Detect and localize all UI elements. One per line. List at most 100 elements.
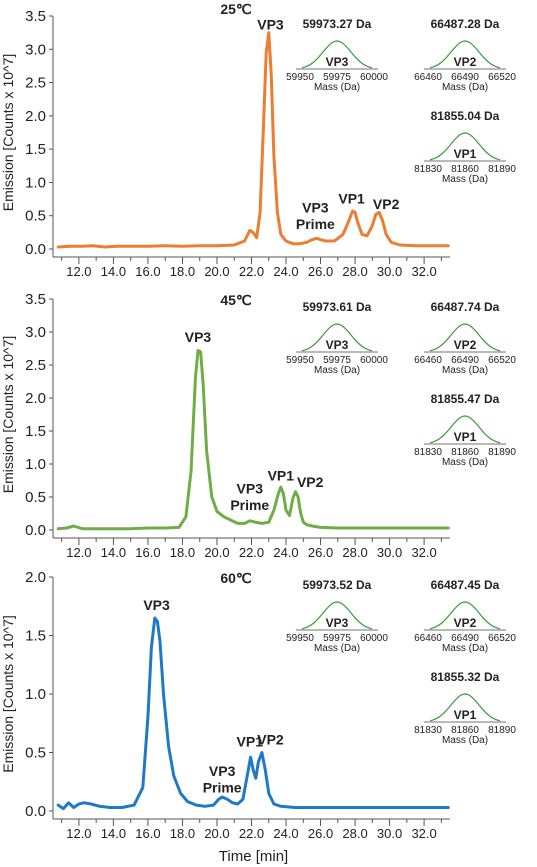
inset-tick-label: 60000 bbox=[360, 633, 388, 644]
panel-title: 60℃ bbox=[220, 570, 252, 586]
inset-tick-label: 60000 bbox=[360, 72, 388, 83]
inset-mass-value: 59973.61 Da bbox=[303, 300, 372, 314]
x-tick-label: 14.0 bbox=[101, 264, 126, 279]
peak-label: VP2 bbox=[257, 731, 284, 747]
inset-mass-value: 81855.04 Da bbox=[431, 109, 500, 123]
inset-protein-label: VP1 bbox=[454, 430, 477, 444]
x-tick-label: 30.0 bbox=[377, 264, 402, 279]
y-tick-label: 1.5 bbox=[25, 628, 46, 645]
inset-protein-label: VP1 bbox=[454, 708, 477, 722]
y-tick-label: 0.0 bbox=[25, 803, 46, 820]
inset-axis-label: Mass (Da) bbox=[442, 643, 488, 654]
x-tick-label: 28.0 bbox=[342, 826, 367, 841]
y-tick-label: 1.0 bbox=[25, 686, 46, 703]
x-tick-label: 14.0 bbox=[101, 826, 126, 841]
x-tick-label: 30.0 bbox=[377, 545, 402, 560]
inset-tick-label: 81890 bbox=[488, 164, 516, 175]
inset-mass-value: 59973.52 Da bbox=[303, 578, 372, 592]
inset-protein-label: VP2 bbox=[454, 616, 477, 630]
inset-tick-label: 66460 bbox=[414, 355, 442, 366]
peak-label: VP3 bbox=[185, 329, 212, 345]
x-tick-label: 14.0 bbox=[101, 545, 126, 560]
chart-panel-1: 0.0 0.5 1.0 1.5 2.0 2.5 3.0 3.5 12.0 14.0 16.0 18.0… bbox=[0, 1, 516, 279]
x-tick-label: 26.0 bbox=[308, 264, 333, 279]
y-tick-label: 2.0 bbox=[25, 108, 46, 125]
inset-axis-label: Mass (Da) bbox=[442, 457, 488, 468]
panel-title: 45℃ bbox=[220, 292, 252, 308]
peak-label: VP3 bbox=[237, 481, 264, 497]
inset-mass-value: 66487.74 Da bbox=[431, 300, 500, 314]
peak-label: VP3 bbox=[209, 763, 236, 779]
x-tick-label: 12.0 bbox=[66, 545, 91, 560]
x-tick-label: 24.0 bbox=[273, 826, 298, 841]
inset-axis-label: Mass (Da) bbox=[442, 174, 488, 185]
inset-protein-label: VP3 bbox=[326, 55, 349, 69]
x-tick-label: 32.0 bbox=[411, 545, 436, 560]
y-tick-label: 2.0 bbox=[25, 569, 46, 586]
mass-spec-inset: 66487.74 DaVP266460 66490 66520Mass (Da) bbox=[414, 300, 516, 376]
panel-title: 25℃ bbox=[220, 1, 252, 17]
inset-axis-label: Mass (Da) bbox=[442, 735, 488, 746]
peak-label: VP1 bbox=[268, 468, 295, 484]
chart-panel-2: 0.0 0.5 1.0 1.5 2.0 2.5 3.0 3.5 12.0 14.0 16.0 18.0… bbox=[0, 291, 516, 560]
x-tick-label: 22.0 bbox=[239, 264, 264, 279]
inset-tick-label: 59950 bbox=[286, 72, 314, 83]
inset-tick-label: 81890 bbox=[488, 447, 516, 458]
inset-axis-label: Mass (Da) bbox=[314, 365, 360, 376]
x-tick-label: 18.0 bbox=[170, 826, 195, 841]
y-tick-label: 2.0 bbox=[25, 390, 46, 407]
inset-mass-value: 66487.45 Da bbox=[431, 578, 500, 592]
peak-label: Prime bbox=[296, 216, 335, 232]
inset-tick-label: 66460 bbox=[414, 633, 442, 644]
inset-mass-value: 81855.47 Da bbox=[431, 392, 500, 406]
peak-label: VP3 bbox=[143, 597, 170, 613]
x-tick-label: 22.0 bbox=[239, 826, 264, 841]
peak-label: VP2 bbox=[373, 196, 400, 212]
y-axis-label: Emission [Counts x 10^7] bbox=[0, 336, 16, 494]
peak-label: VP1 bbox=[338, 191, 365, 207]
y-tick-label: 1.5 bbox=[25, 141, 46, 158]
inset-protein-label: VP1 bbox=[454, 147, 477, 161]
y-tick-label: 3.5 bbox=[25, 8, 46, 25]
inset-mass-value: 59973.27 Da bbox=[303, 17, 372, 31]
inset-axis-label: Mass (Da) bbox=[442, 365, 488, 376]
x-tick-label: 20.0 bbox=[204, 545, 229, 560]
x-tick-label: 26.0 bbox=[308, 545, 333, 560]
inset-tick-label: 66520 bbox=[488, 72, 516, 83]
inset-tick-label: 60000 bbox=[360, 355, 388, 366]
series-line bbox=[58, 618, 448, 809]
x-tick-label: 32.0 bbox=[411, 826, 436, 841]
peak-label: VP2 bbox=[297, 474, 324, 490]
y-tick-label: 1.5 bbox=[25, 423, 46, 440]
x-tick-label: 18.0 bbox=[170, 264, 195, 279]
y-tick-label: 1.0 bbox=[25, 174, 46, 191]
x-tick-label: 20.0 bbox=[204, 264, 229, 279]
inset-tick-label: 81830 bbox=[414, 164, 442, 175]
x-tick-label: 12.0 bbox=[66, 264, 91, 279]
inset-protein-label: VP3 bbox=[326, 616, 349, 630]
x-tick-label: 24.0 bbox=[273, 264, 298, 279]
inset-tick-label: 81830 bbox=[414, 447, 442, 458]
inset-mass-value: 66487.28 Da bbox=[431, 17, 500, 31]
inset-protein-label: VP2 bbox=[454, 338, 477, 352]
x-tick-label: 28.0 bbox=[342, 545, 367, 560]
peak-label: Prime bbox=[203, 779, 242, 795]
y-tick-label: 3.0 bbox=[25, 41, 46, 58]
x-tick-label: 30.0 bbox=[377, 826, 402, 841]
y-tick-label: 0.5 bbox=[25, 745, 46, 762]
mass-spec-inset: 66487.28 DaVP266460 66490 66520Mass (Da) bbox=[414, 17, 516, 93]
inset-tick-label: 59950 bbox=[286, 633, 314, 644]
inset-tick-label: 66520 bbox=[488, 633, 516, 644]
inset-axis-label: Mass (Da) bbox=[314, 643, 360, 654]
inset-axis-label: Mass (Da) bbox=[314, 82, 360, 93]
x-tick-label: 12.0 bbox=[66, 826, 91, 841]
series-line bbox=[58, 33, 448, 247]
y-axis-label: Emission [Counts x 10^7] bbox=[0, 54, 16, 212]
chart-panel-3: 0.00.51.01.52.012.0 14.0 16.0 18.0 20.0 22.0 2… bbox=[0, 569, 516, 865]
